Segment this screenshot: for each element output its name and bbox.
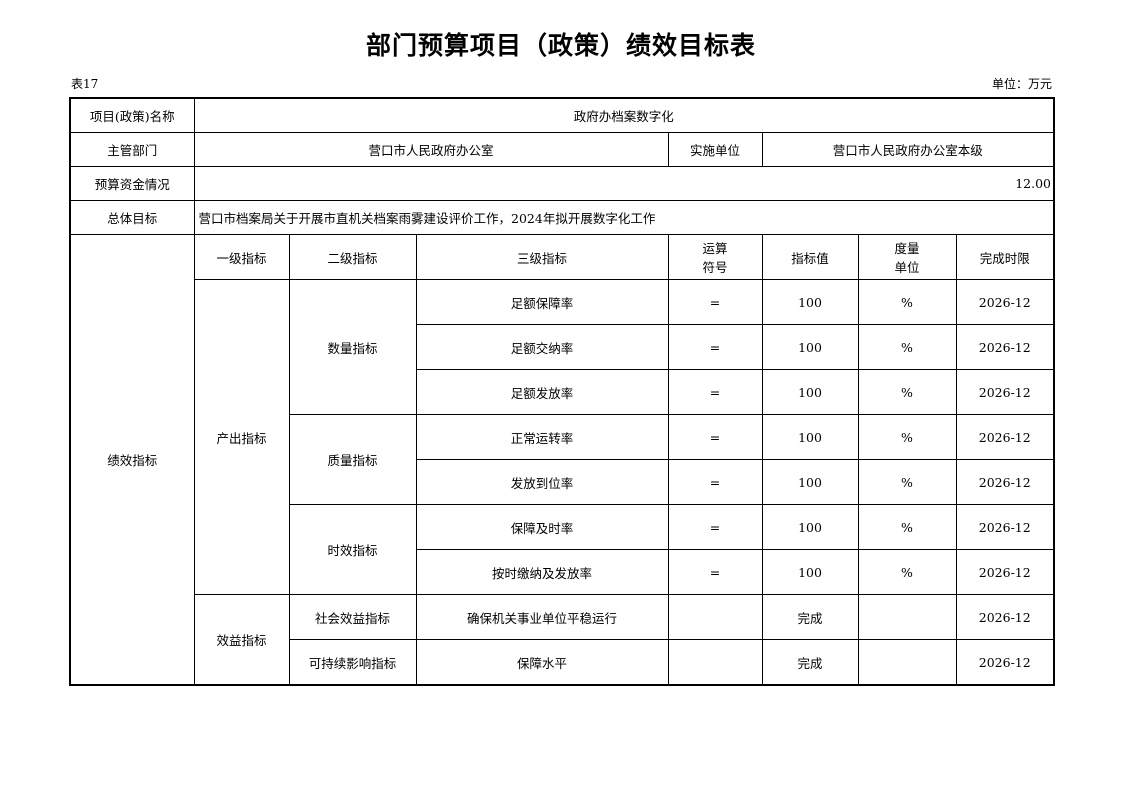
- level2-timeliness: 时效指标: [288, 504, 417, 595]
- unit: %: [857, 549, 957, 595]
- value: 100: [761, 549, 859, 595]
- header-op-2: 符号: [702, 260, 728, 275]
- value: 100: [761, 414, 859, 460]
- level3: 保障及时率: [415, 504, 669, 550]
- deadline: 2026-12: [955, 459, 1055, 505]
- level3: 按时缴纳及发放率: [415, 549, 669, 595]
- op: [667, 594, 763, 640]
- unit: [857, 639, 957, 686]
- table-number: 表17: [71, 77, 99, 91]
- level3: 足额发放率: [415, 369, 669, 415]
- page-title: 部门预算项目（政策）绩效目标表: [365, 31, 756, 60]
- deadline: 2026-12: [955, 504, 1055, 550]
- unit: %: [857, 459, 957, 505]
- level2-sustainable: 可持续影响指标: [288, 639, 417, 686]
- header-unit-1: 度量: [894, 241, 920, 256]
- op: =: [667, 414, 763, 460]
- impl: 营口市人民政府办公室本级: [761, 132, 1055, 167]
- unit: %: [857, 414, 957, 460]
- unit: %: [857, 279, 957, 325]
- value: 100: [761, 369, 859, 415]
- unit: %: [857, 369, 957, 415]
- level2-quantity: 数量指标: [288, 279, 417, 415]
- op: [667, 639, 763, 686]
- project-name: 政府办档案数字化: [193, 97, 1055, 133]
- perf-label: 绩效指标: [69, 234, 195, 686]
- value: 100: [761, 279, 859, 325]
- op: =: [667, 459, 763, 505]
- header-level2: 二级指标: [288, 234, 417, 280]
- budget-label: 预算资金情况: [69, 166, 195, 201]
- level2-quality: 质量指标: [288, 414, 417, 505]
- level3: 足额交纳率: [415, 324, 669, 370]
- header-unit: 度量 单位: [857, 234, 957, 280]
- header-op-1: 运算: [702, 241, 728, 256]
- value: 100: [761, 324, 859, 370]
- unit: %: [857, 324, 957, 370]
- unit: %: [857, 504, 957, 550]
- header-level1: 一级指标: [193, 234, 290, 280]
- value: 100: [761, 459, 859, 505]
- op: =: [667, 279, 763, 325]
- budget: 12.00: [193, 166, 1055, 201]
- impl-label: 实施单位: [667, 132, 763, 167]
- op: =: [667, 549, 763, 595]
- level3: 发放到位率: [415, 459, 669, 505]
- value: 100: [761, 504, 859, 550]
- performance-table: 项目(政策)名称 政府办档案数字化 主管部门 营口市人民政府办公室 实施单位 营口市人民…: [69, 97, 1055, 686]
- deadline: 2026-12: [955, 549, 1055, 595]
- goal: 营口市档案局关于开展市直机关档案雨雾建设评价工作，2024年拟开展数字化工作: [193, 200, 1055, 235]
- level3: 确保机关事业单位平稳运行: [415, 594, 669, 640]
- deadline: 2026-12: [955, 369, 1055, 415]
- op: =: [667, 369, 763, 415]
- project-name-label: 项目(政策)名称: [69, 97, 195, 133]
- unit: [857, 594, 957, 640]
- level3: 足额保障率: [415, 279, 669, 325]
- deadline: 2026-12: [955, 279, 1055, 325]
- deadline: 2026-12: [955, 594, 1055, 640]
- goal-label: 总体目标: [69, 200, 195, 235]
- level1-output: 产出指标: [193, 279, 290, 595]
- level3: 保障水平: [415, 639, 669, 686]
- unit-label: 单位：万元: [991, 77, 1052, 91]
- dept: 营口市人民政府办公室: [193, 132, 669, 167]
- op: =: [667, 504, 763, 550]
- op: =: [667, 324, 763, 370]
- deadline: 2026-12: [955, 414, 1055, 460]
- level2-social: 社会效益指标: [288, 594, 417, 640]
- value: 完成: [761, 594, 859, 640]
- deadline: 2026-12: [955, 639, 1055, 686]
- level3: 正常运转率: [415, 414, 669, 460]
- deadline: 2026-12: [955, 324, 1055, 370]
- level1-benefit: 效益指标: [193, 594, 290, 686]
- dept-label: 主管部门: [69, 132, 195, 167]
- header-level3: 三级指标: [415, 234, 669, 280]
- header-op: 运算 符号: [667, 234, 763, 280]
- value: 完成: [761, 639, 859, 686]
- header-deadline: 完成时限: [955, 234, 1055, 280]
- header-value: 指标值: [761, 234, 859, 280]
- header-unit-2: 单位: [894, 260, 920, 275]
